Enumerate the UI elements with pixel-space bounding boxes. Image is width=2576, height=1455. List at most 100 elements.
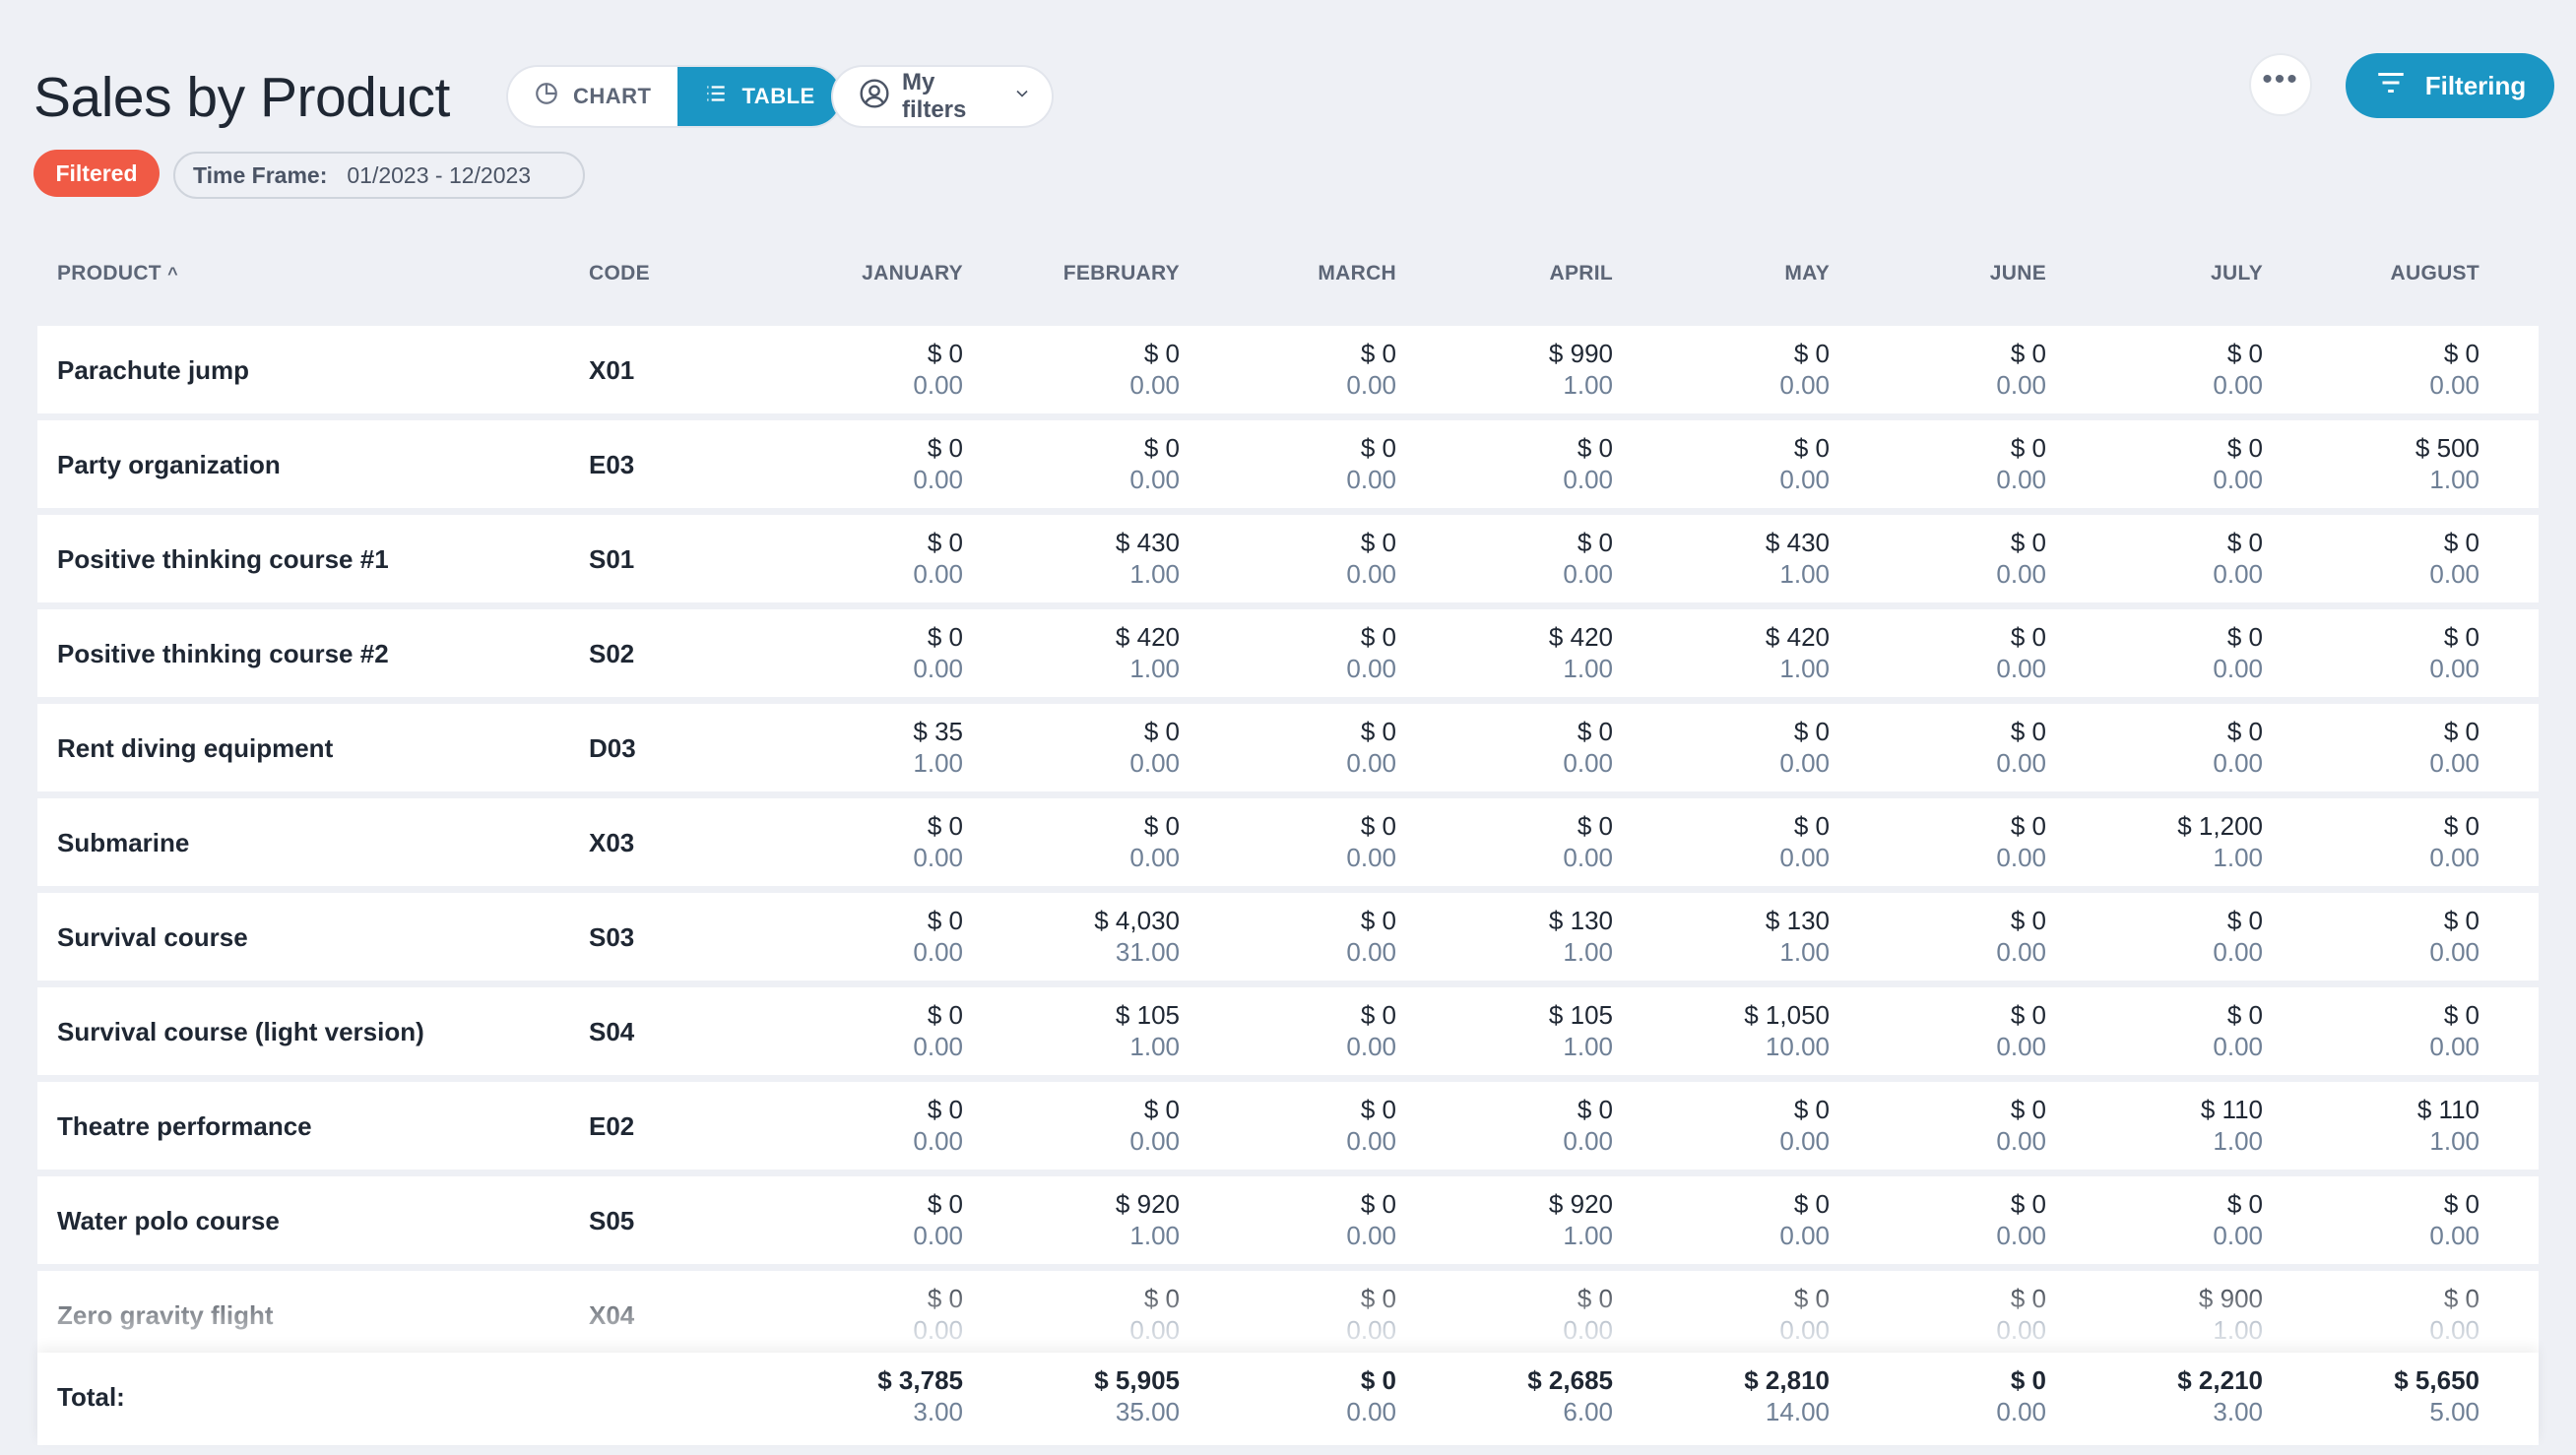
timeframe-chip[interactable]: Time Frame: 01/2023 - 12/2023: [173, 152, 585, 199]
quantity-value: 0.00: [1346, 1032, 1396, 1061]
amount-value: $ 0: [2226, 622, 2263, 652]
month-cell: $ 0 0.00: [2283, 1283, 2479, 1346]
month-cell: $ 0 0.00: [983, 1094, 1180, 1157]
total-quantity: 5.00: [2429, 1397, 2479, 1426]
month-cell: $ 0 0.00: [1633, 338, 1830, 401]
month-cell: $ 0 0.00: [2066, 527, 2263, 590]
month-cell: $ 420 1.00: [1416, 621, 1613, 684]
quantity-value: 1.00: [1129, 1221, 1180, 1250]
amount-value: $ 0: [2010, 1284, 2046, 1313]
amount-value: $ 0: [1793, 433, 1830, 463]
quantity-value: 0.00: [1996, 1032, 2046, 1061]
column-header-month[interactable]: AUGUST: [2390, 262, 2479, 285]
table-row[interactable]: Rent diving equipment D03 $ 35 1.00 $ 0 0.00 $…: [37, 704, 2539, 791]
month-cell: $ 0 0.00: [766, 621, 963, 684]
quantity-value: 0.00: [2213, 937, 2263, 967]
month-cell: $ 0 0.00: [1633, 716, 1830, 779]
month-cell: $ 0 0.00: [766, 999, 963, 1062]
month-cell: $ 0 0.00: [2066, 621, 2263, 684]
table-row[interactable]: Positive thinking course #1 S01 $ 0 0.00 $ 4…: [37, 515, 2539, 602]
quantity-value: 0.00: [913, 1032, 963, 1061]
month-cell: $ 0 0.00: [1416, 1094, 1613, 1157]
table-row[interactable]: Submarine X03 $ 0 0.00 $ 0 0.00 $ 0 0.00 $ 0 0.00…: [37, 798, 2539, 886]
quantity-value: 0.00: [913, 654, 963, 683]
total-quantity: 3.00: [913, 1397, 963, 1426]
total-label: Total:: [57, 1382, 125, 1412]
amount-value: $ 0: [1360, 717, 1396, 746]
table-row[interactable]: Parachute jump X01 $ 0 0.00 $ 0 0.00 $ 0 0.00 $ …: [37, 326, 2539, 413]
month-cell: $ 0 0.00: [1199, 810, 1396, 873]
quantity-value: 0.00: [1563, 748, 1613, 778]
filtering-button[interactable]: Filtering: [2346, 53, 2554, 118]
product-code: S02: [589, 639, 635, 668]
month-cell: $ 0 0.00: [1633, 1188, 1830, 1251]
table-row[interactable]: Positive thinking course #2 S02 $ 0 0.00 $ 4…: [37, 609, 2539, 697]
amount-value: $ 0: [1577, 433, 1613, 463]
table-row[interactable]: Party organization E03 $ 0 0.00 $ 0 0.00 $ 0 0.…: [37, 420, 2539, 508]
total-quantity: 0.00: [1996, 1397, 2046, 1426]
amount-value: $ 0: [927, 906, 963, 935]
month-cell: $ 0 0.00: [1633, 432, 1830, 495]
quantity-value: 0.00: [1129, 370, 1180, 400]
amount-value: $ 430: [1115, 528, 1180, 557]
quantity-value: 0.00: [2429, 937, 2479, 967]
month-cell: $ 0 0.00: [1199, 1094, 1396, 1157]
quantity-value: 0.00: [1129, 1315, 1180, 1345]
chart-view-button[interactable]: CHART: [508, 67, 677, 126]
month-cell: $ 35 1.00: [766, 716, 963, 779]
quantity-value: 0.00: [1346, 1126, 1396, 1156]
month-cell: $ 0 0.00: [1849, 1094, 2046, 1157]
page-title: Sales by Product: [33, 66, 450, 129]
table-view-button[interactable]: TABLE: [676, 67, 841, 126]
quantity-value: 1.00: [1129, 1032, 1180, 1061]
month-cell: $ 0 0.00: [1199, 527, 1396, 590]
amount-value: $ 0: [927, 1000, 963, 1030]
quantity-value: 0.00: [2213, 1032, 2263, 1061]
quantity-value: 10.00: [1765, 1032, 1830, 1061]
amount-value: $ 0: [2010, 1095, 2046, 1124]
month-cell: $ 0 0.00: [766, 432, 963, 495]
filtered-badge: Filtered: [33, 150, 160, 197]
quantity-value: 0.00: [2429, 654, 2479, 683]
quantity-value: 1.00: [2213, 1315, 2263, 1345]
table-view-label: TABLE: [741, 84, 815, 108]
timeframe-value: 01/2023 - 12/2023: [347, 161, 532, 188]
column-header-month[interactable]: FEBRUARY: [1063, 262, 1180, 285]
column-header-product[interactable]: PRODUCT ^: [57, 262, 178, 285]
quantity-value: 0.00: [2429, 559, 2479, 589]
amount-value: $ 0: [2010, 717, 2046, 746]
product-name: Submarine: [57, 828, 190, 857]
amount-value: $ 0: [1143, 339, 1180, 368]
amount-value: $ 130: [1548, 906, 1613, 935]
month-cell: $ 0 0.00: [766, 1094, 963, 1157]
table-row[interactable]: Survival course S03 $ 0 0.00 $ 4,030 31.00 $ 0…: [37, 893, 2539, 981]
month-cell: $ 0 0.00: [2283, 338, 2479, 401]
quantity-value: 1.00: [2429, 465, 2479, 494]
more-options-button[interactable]: •••: [2251, 55, 2310, 114]
quantity-value: 0.00: [1563, 465, 1613, 494]
month-cell: $ 0 0.00: [1199, 1188, 1396, 1251]
month-cell: $ 0 0.00: [1199, 905, 1396, 968]
amount-value: $ 0: [2443, 1284, 2479, 1313]
column-header-month[interactable]: JULY: [2211, 262, 2263, 285]
month-cell: $ 0 0.00: [2066, 1188, 2263, 1251]
column-header-month[interactable]: JANUARY: [862, 262, 963, 285]
column-header-month[interactable]: APRIL: [1549, 262, 1613, 285]
amount-value: $ 0: [2010, 433, 2046, 463]
quantity-value: 0.00: [2213, 559, 2263, 589]
column-header-product-label: PRODUCT: [57, 262, 161, 285]
product-name: Zero gravity flight: [57, 1300, 274, 1330]
column-header-code[interactable]: CODE: [589, 262, 650, 285]
month-cell: $ 0 0.00: [2066, 338, 2263, 401]
my-filters-dropdown[interactable]: My filters: [833, 67, 1052, 126]
column-header-month[interactable]: MAY: [1784, 262, 1830, 285]
column-header-month[interactable]: JUNE: [1989, 262, 2046, 285]
table-row[interactable]: Survival course (light version) S04 $ 0 0.0…: [37, 987, 2539, 1075]
product-name: Survival course: [57, 922, 248, 952]
column-header-month[interactable]: MARCH: [1318, 262, 1396, 285]
month-cell: $ 0 0.00: [2283, 716, 2479, 779]
quantity-value: 0.00: [913, 843, 963, 872]
